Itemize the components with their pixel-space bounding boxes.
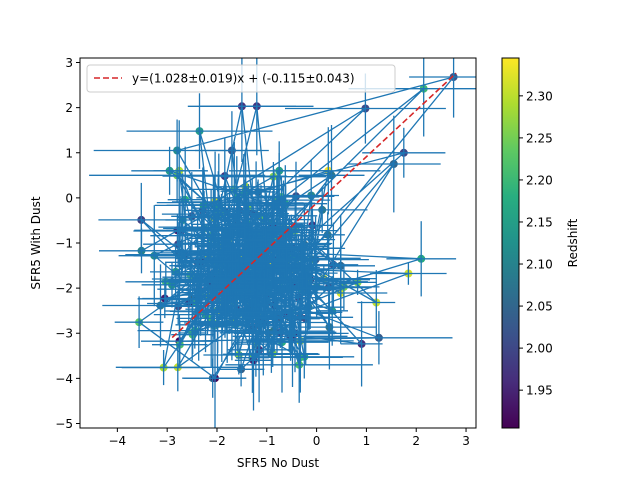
x-tick-label: 2: [412, 434, 420, 448]
colorbar-tick-label: 2.00: [526, 342, 553, 356]
y-tick-label: −5: [55, 417, 73, 431]
colorbar: 1.95 2.00 2.05 2.10 2.15 2.20 2.25 2.30 Redshif…: [501, 57, 580, 429]
legend-box: [86, 64, 396, 93]
colorbar-tick-label: 2.30: [526, 89, 553, 103]
y-tick-label: 3: [65, 56, 73, 70]
x-axis-label: SFR5 No Dust: [237, 456, 320, 470]
legend: y=(1.028±0.019)x + (-0.115±0.043): [86, 64, 396, 93]
x-tick-label: −1: [258, 434, 276, 448]
legend-fit-label: y=(1.028±0.019)x + (-0.115±0.043): [132, 72, 355, 86]
colorbar-tick-label: 2.05: [526, 300, 553, 314]
colorbar-label: Redshift: [566, 218, 580, 267]
x-tick-label: −3: [158, 434, 176, 448]
y-tick-label: −3: [55, 327, 73, 341]
colorbar-tick-label: 2.25: [526, 131, 553, 145]
y-tick-label: −2: [55, 282, 73, 296]
fit-line: [171, 72, 457, 339]
x-tick-label: 0: [313, 434, 321, 448]
y-tick-label: 2: [65, 101, 73, 115]
colorbar-gradient: [501, 57, 520, 429]
x-tick-label: 3: [462, 434, 470, 448]
y-axis-label: SFR5 With Dust: [29, 196, 43, 289]
x-tick-label: −4: [109, 434, 127, 448]
colorbar-tick-label: 2.15: [526, 215, 553, 229]
y-tick-label: −1: [55, 237, 73, 251]
axes: −4 −3 −2 −1 0 1 2 3 −5 −4 −3 −2 −1 0 1 2 3: [55, 56, 470, 448]
colorbar-tick-label: 2.10: [526, 258, 553, 272]
colorbar-tick-label: 1.95: [526, 384, 553, 398]
y-tick-label: −4: [55, 372, 73, 386]
colorbar-tick-label: 2.20: [526, 173, 553, 187]
x-tick-label: −2: [208, 434, 226, 448]
y-tick-label: 0: [65, 191, 73, 205]
plot-data: [89, 58, 476, 428]
y-tick-label: 1: [65, 146, 73, 160]
colorbar-ticks: 1.95 2.00 2.05 2.10 2.15 2.20 2.25 2.30: [519, 89, 553, 398]
x-tick-label: 1: [363, 434, 371, 448]
